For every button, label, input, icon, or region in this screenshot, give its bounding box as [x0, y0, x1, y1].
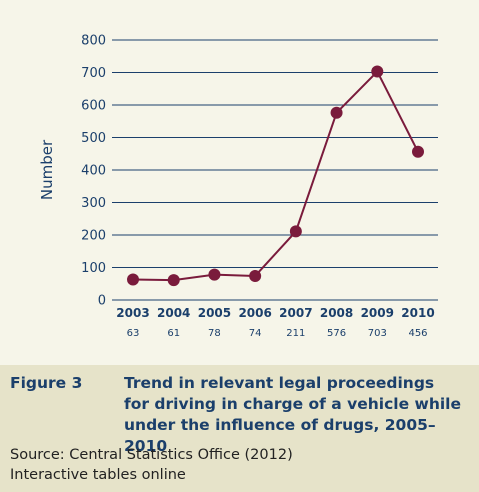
x-category-label: 2003 [116, 306, 149, 320]
y-tick-label: 700 [81, 66, 106, 81]
x-value-label: 456 [408, 328, 427, 339]
data-point [371, 65, 384, 78]
series-line [132, 69, 419, 282]
figure-title: Trend in relevant legal proceedings for … [124, 374, 462, 455]
x-category-label: 2006 [238, 306, 271, 320]
data-point [127, 273, 139, 286]
x-value-label: 74 [249, 328, 262, 339]
y-tick-label: 0 [98, 294, 106, 309]
x-value-label: 211 [286, 328, 305, 339]
figure-label: Figure 3 [10, 374, 83, 392]
x-category-label: 2005 [198, 306, 231, 320]
data-point [412, 145, 424, 158]
x-value-label: 703 [368, 328, 387, 339]
chart-panel: 0 100 200 300 400 500 600 700 800 Number 2003 63 200… [0, 0, 479, 365]
source-note: Source: Central Statistics Office (2012)… [10, 445, 293, 485]
y-tick-label: 600 [81, 99, 106, 114]
data-point [208, 268, 221, 281]
data-point [167, 274, 180, 287]
data-point [330, 106, 343, 119]
x-value-label: 61 [167, 328, 180, 339]
x-category-label: 2009 [361, 306, 394, 320]
x-value-label: 576 [327, 328, 346, 339]
source-line: Source: Central Statistics Office (2012) [10, 447, 293, 463]
y-tick-label: 300 [81, 196, 106, 211]
y-tick-label: 500 [81, 131, 106, 146]
figure-caption: Figure 3 Trend in relevant legal proceed… [0, 365, 479, 492]
y-tick-label: 100 [81, 261, 106, 276]
x-value-label: 63 [127, 328, 140, 339]
x-category-label: 2007 [279, 306, 312, 320]
interactive-tables-line: Interactive tables online [10, 467, 186, 483]
y-axis-title: Number [38, 139, 56, 200]
x-category-label: 2008 [320, 306, 353, 320]
x-value-label: 78 [208, 328, 221, 339]
x-category-label: 2010 [401, 306, 434, 320]
x-category-label: 2004 [157, 306, 190, 320]
y-tick-label: 200 [81, 229, 106, 244]
y-tick-label: 800 [81, 34, 106, 49]
data-point [289, 225, 302, 238]
data-point [249, 269, 262, 282]
line-chart: 0 100 200 300 400 500 600 700 800 Number 2003 63 200… [38, 34, 438, 339]
y-tick-label: 400 [81, 164, 106, 179]
